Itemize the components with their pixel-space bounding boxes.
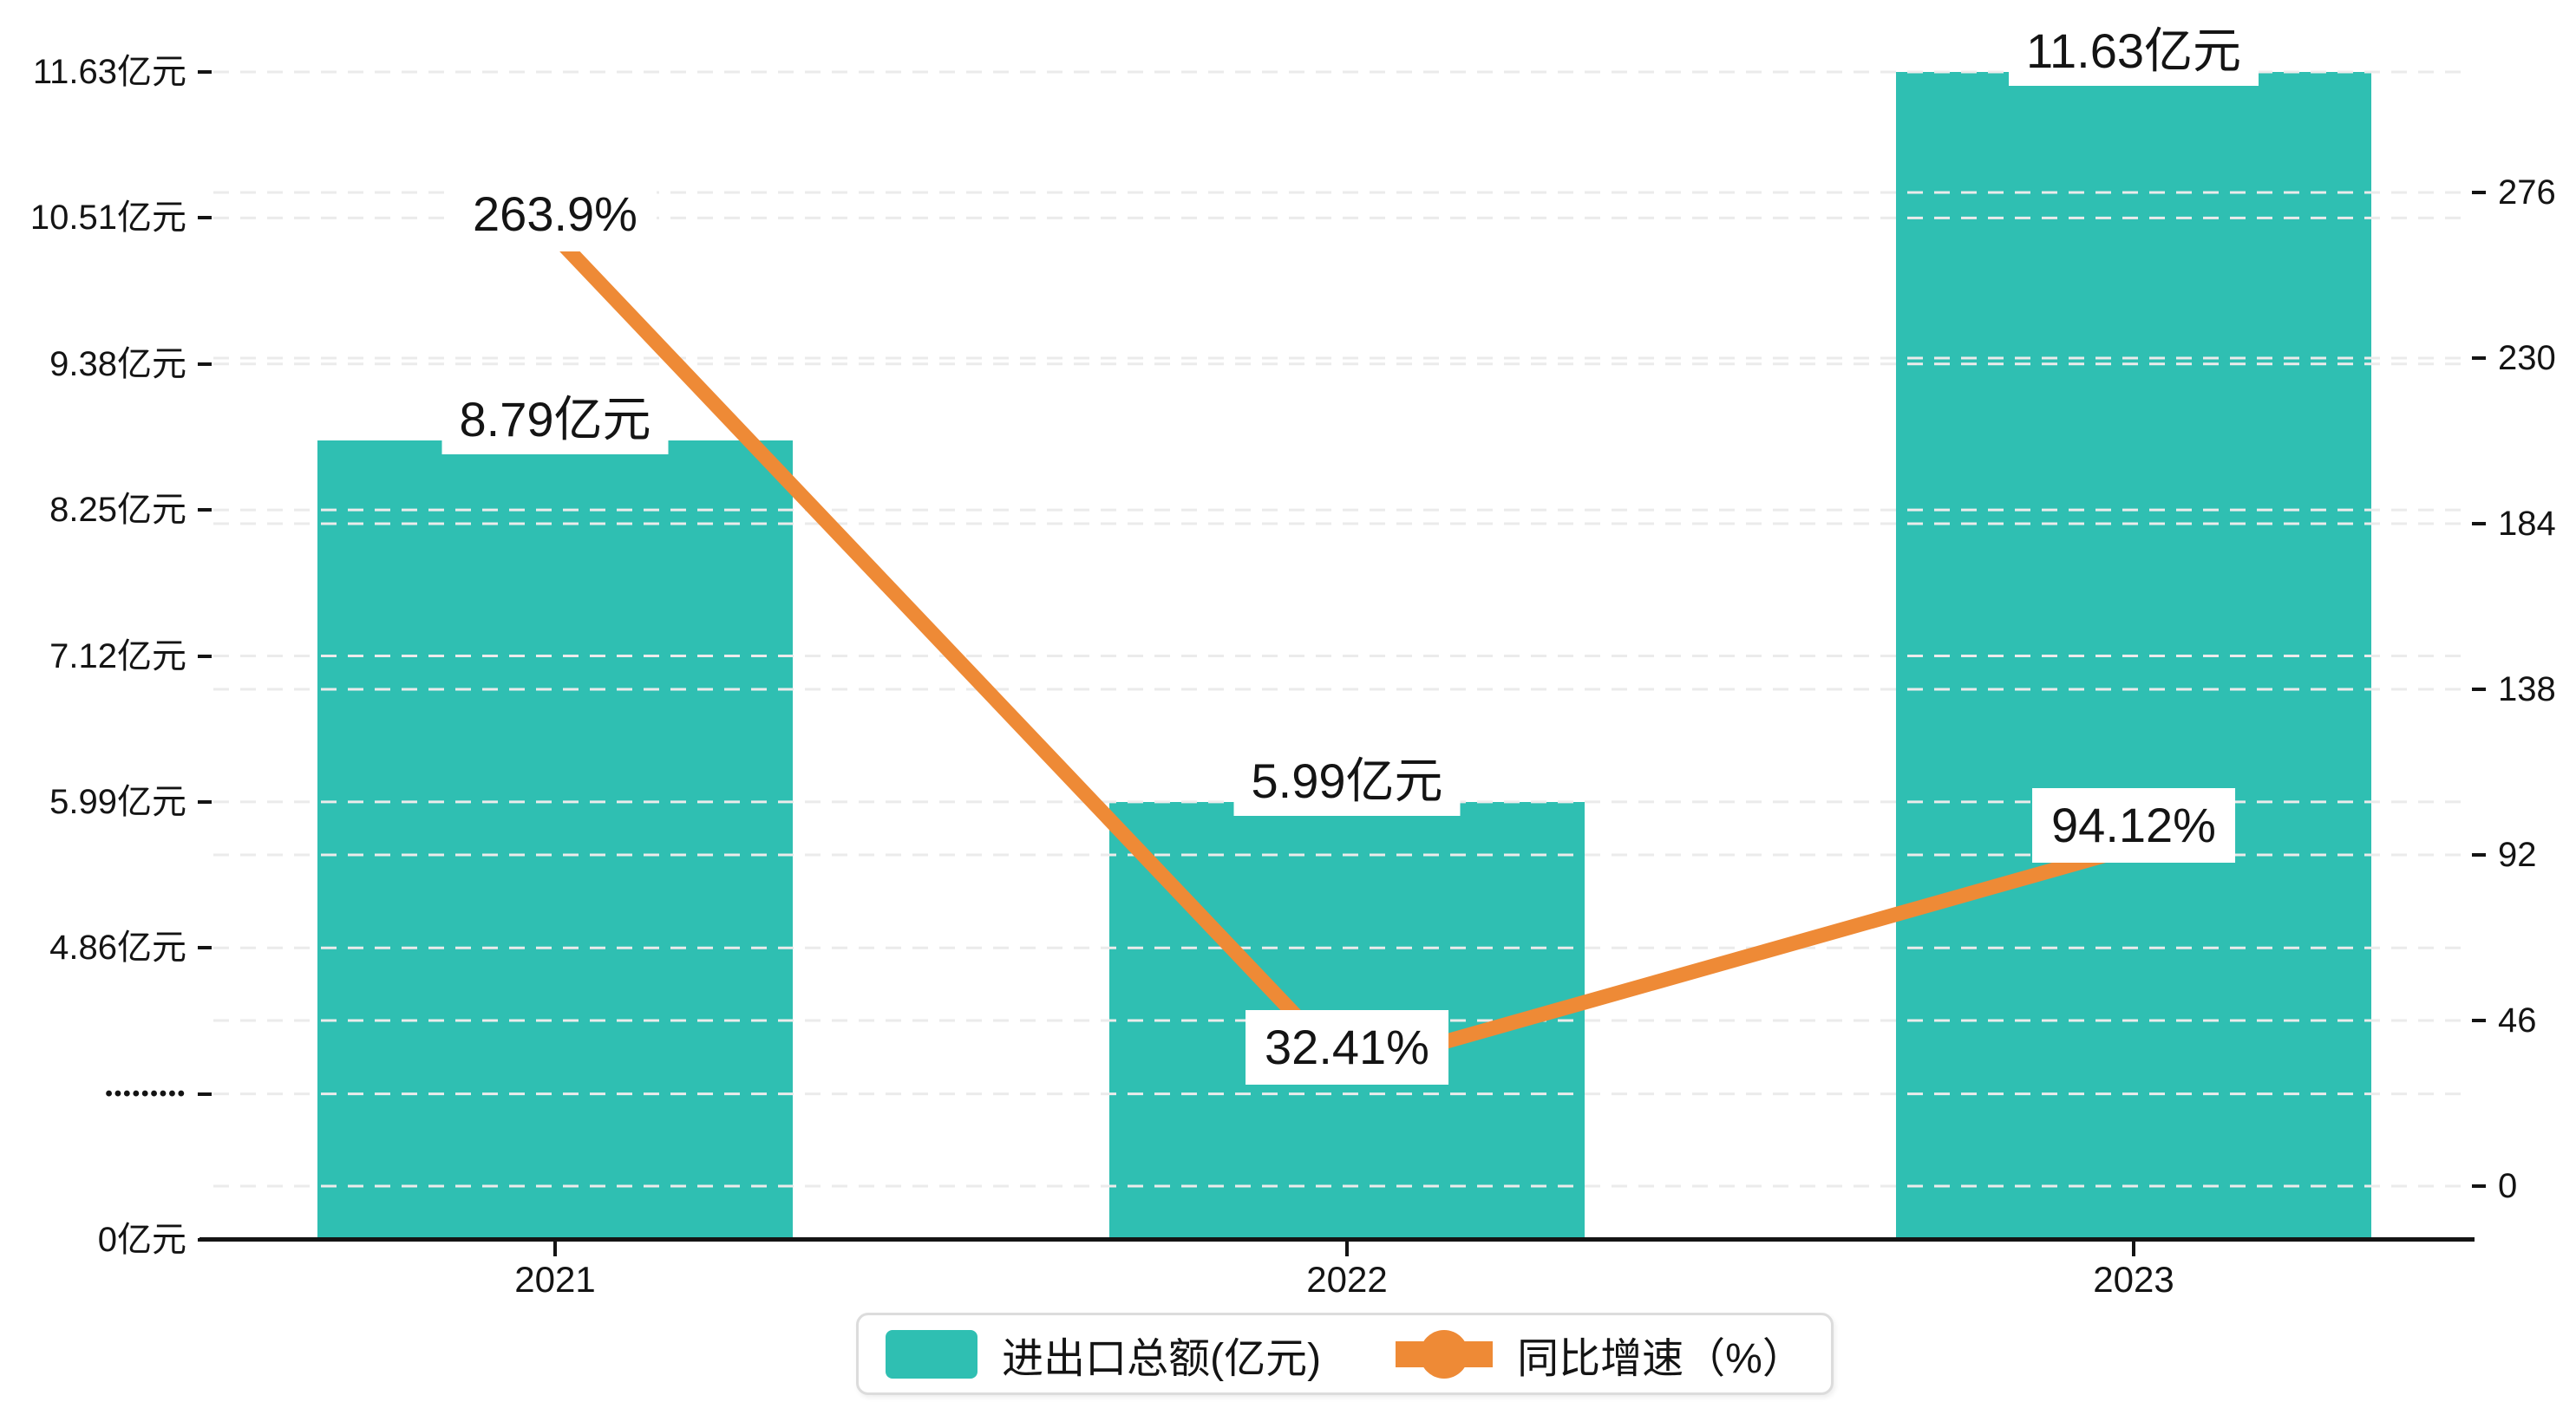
y-axis-right-label-230: 230 [2498, 339, 2556, 377]
y-axis-left-tick [198, 654, 212, 658]
y-axis-right-tick [2472, 1019, 2486, 1022]
x-axis-tick-2021 [553, 1242, 557, 1256]
legend-bar-label: 进出口总额(亿元) [1002, 1335, 1322, 1382]
y-axis-left-tick [198, 799, 212, 804]
bar-value-label-2022: 5.99亿元 [1233, 746, 1461, 816]
bar-2023[interactable] [1896, 72, 2371, 1237]
x-axis-tick-2022 [1345, 1242, 1349, 1256]
y-axis-left-label-break: ••••••••• [105, 1081, 186, 1105]
x-axis-line [199, 1237, 2475, 1242]
y-axis-left-label-4.86: 4.86亿元 [49, 929, 186, 968]
y-axis-left-tick [198, 216, 212, 220]
legend-item-bar-series[interactable]: 进出口总额(亿元) [886, 1324, 1321, 1385]
y-axis-left-label-7.12: 7.12亿元 [49, 636, 186, 675]
bar-value-label-2021: 8.79亿元 [441, 384, 669, 454]
legend-bar-swatch-icon [886, 1329, 978, 1379]
x-axis-label-2023: 2023 [2093, 1259, 2174, 1300]
y-axis-left-tick [198, 946, 212, 950]
y-axis-right-label-138: 138 [2498, 670, 2556, 708]
legend-item-line-series[interactable]: 同比增速（%） [1396, 1324, 1804, 1385]
y-axis-right-label-184: 184 [2498, 505, 2556, 543]
y-axis-left-label-10.51: 10.51亿元 [29, 199, 186, 238]
legend: 进出口总额(亿元) 同比增速（%） [856, 1313, 1834, 1395]
line-value-label-2022: 32.41% [1246, 1010, 1448, 1086]
x-axis-tick-2023 [2132, 1242, 2135, 1256]
y-axis-right-label-46: 46 [2498, 1001, 2537, 1040]
bar-value-label-2023: 11.63亿元 [2009, 16, 2259, 86]
y-axis-right-tick [2472, 688, 2486, 691]
legend-line-label: 同比增速（%） [1517, 1335, 1804, 1382]
legend-line-marker-icon [1396, 1329, 1494, 1379]
bar-2021[interactable] [317, 440, 793, 1237]
y-axis-left-label-9.38: 9.38亿元 [49, 344, 186, 383]
y-axis-right-label-92: 92 [2498, 836, 2537, 874]
y-axis-left-tick [198, 508, 212, 512]
y-axis-left-tick [198, 1092, 212, 1096]
y-axis-right-tick [2472, 853, 2486, 857]
y-axis-right-tick [2472, 356, 2486, 360]
y-axis-left-label-0: 0亿元 [97, 1221, 186, 1259]
y-axis-left-tick [198, 1238, 212, 1242]
line-value-label-2023: 94.12% [2032, 788, 2235, 864]
y-axis-right-tick [2472, 522, 2486, 525]
line-value-label-2021: 263.9% [454, 177, 657, 252]
y-axis-left-label-8.25: 8.25亿元 [49, 491, 186, 530]
y-axis-right-label-0: 0 [2498, 1167, 2518, 1205]
x-axis-label-2021: 2021 [514, 1259, 596, 1300]
y-axis-left-label-5.99: 5.99亿元 [49, 782, 186, 821]
y-axis-right-tick [2472, 191, 2486, 194]
y-axis-right-tick [2472, 1184, 2486, 1188]
x-axis-label-2022: 2022 [1306, 1259, 1388, 1300]
y-axis-left-tick [198, 362, 212, 366]
y-axis-left-label-11.63: 11.63亿元 [32, 53, 186, 91]
y-axis-right-label-276: 276 [2498, 173, 2556, 212]
y-axis-left-tick [198, 70, 212, 74]
